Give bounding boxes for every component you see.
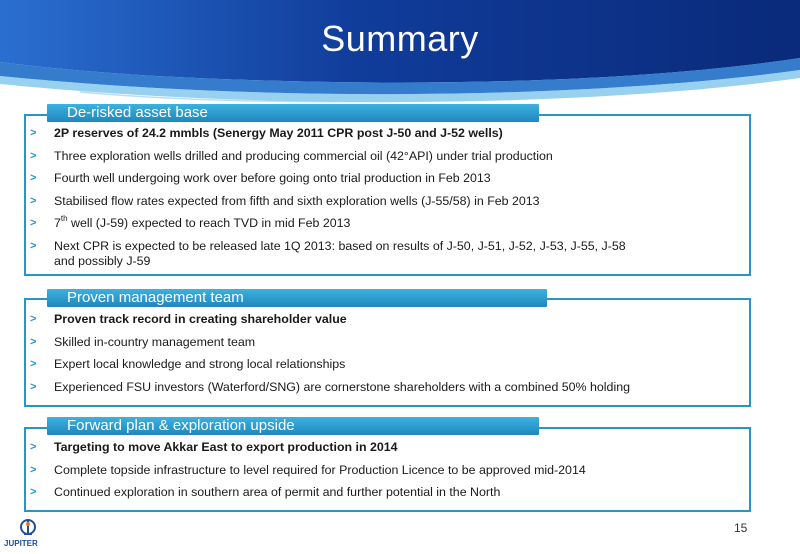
list-item: > Fourth well undergoing work over before…	[30, 171, 491, 186]
header-banner	[0, 0, 800, 110]
list-item: > Three exploration wells drilled and pro…	[30, 148, 553, 163]
section-heading: De-risked asset base	[47, 104, 539, 122]
list-item: > Experienced FSU investors (Waterford/SN…	[30, 379, 630, 394]
arrow-bullet-icon: >	[30, 194, 37, 207]
section-heading: Forward plan & exploration upside	[47, 417, 539, 435]
arrow-bullet-icon: >	[30, 358, 37, 371]
arrow-bullet-icon: >	[30, 172, 37, 185]
jupiter-logo-icon	[20, 519, 36, 535]
bullet-list: >2P reserves of 24.2 mmbls (Senergy May …	[30, 126, 626, 277]
arrow-bullet-icon: >	[30, 149, 37, 162]
list-item: > Proven track record in creating shareho…	[30, 312, 347, 326]
list-item: > Skilled in-country management team	[30, 334, 256, 349]
list-item: > Continued exploration in southern area …	[30, 485, 501, 500]
bullet-list: > Targeting to move Akkar East to export …	[30, 440, 586, 508]
list-item: > Next CPR is expected to be released lat…	[30, 238, 626, 268]
page-title: Summary	[321, 18, 479, 59]
list-item: > Targeting to move Akkar East to export …	[30, 440, 398, 454]
arrow-bullet-icon: >	[30, 217, 37, 230]
arrow-bullet-icon: >	[30, 463, 37, 476]
arrow-bullet-icon: >	[30, 380, 37, 393]
list-item: > Stabilised flow rates expected from fif…	[30, 193, 540, 208]
logo-wordmark: JUPITER	[4, 539, 38, 548]
bullet-list: > Proven track record in creating shareho…	[30, 312, 630, 402]
arrow-bullet-icon: >	[30, 313, 37, 325]
arrow-bullet-icon: >	[30, 486, 37, 499]
arrow-bullet-icon: >	[30, 441, 37, 453]
arrow-bullet-icon: >	[30, 239, 37, 252]
list-item: > Expert local knowledge and strong local…	[30, 357, 346, 372]
list-item: >2P reserves of 24.2 mmbls (Senergy May …	[30, 126, 503, 140]
list-item: > Complete topside infrastructure to leve…	[30, 462, 586, 477]
page-number: 15	[734, 521, 748, 535]
arrow-bullet-icon: >	[30, 335, 37, 348]
list-item: >7th well (J-59) expected to reach TVD i…	[30, 214, 351, 231]
arrow-bullet-icon: >	[30, 127, 37, 139]
company-logo	[4, 518, 60, 552]
section-heading: Proven management team	[47, 289, 547, 307]
header-wave-graphic	[0, 0, 800, 103]
